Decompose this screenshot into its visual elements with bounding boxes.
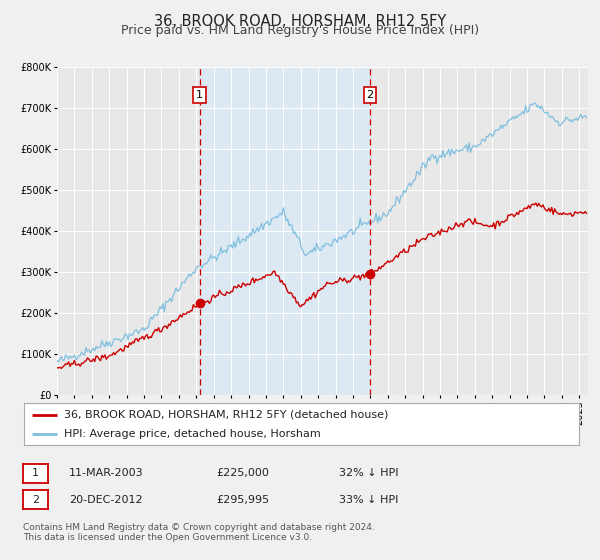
Text: 1: 1 (196, 90, 203, 100)
Text: Contains HM Land Registry data © Crown copyright and database right 2024.: Contains HM Land Registry data © Crown c… (23, 523, 374, 532)
Text: 1: 1 (32, 468, 39, 478)
Text: Price paid vs. HM Land Registry's House Price Index (HPI): Price paid vs. HM Land Registry's House … (121, 24, 479, 36)
Text: £295,995: £295,995 (216, 494, 269, 505)
Text: 33% ↓ HPI: 33% ↓ HPI (339, 494, 398, 505)
Bar (200, 67, 370, 395)
Text: 20-DEC-2012: 20-DEC-2012 (69, 494, 143, 505)
Text: 11-MAR-2003: 11-MAR-2003 (69, 468, 143, 478)
Text: 2: 2 (32, 494, 39, 505)
Text: 36, BROOK ROAD, HORSHAM, RH12 5FY: 36, BROOK ROAD, HORSHAM, RH12 5FY (154, 14, 446, 29)
Text: HPI: Average price, detached house, Horsham: HPI: Average price, detached house, Hors… (64, 429, 321, 439)
Text: 36, BROOK ROAD, HORSHAM, RH12 5FY (detached house): 36, BROOK ROAD, HORSHAM, RH12 5FY (detac… (64, 409, 388, 419)
Text: £225,000: £225,000 (216, 468, 269, 478)
Text: 2: 2 (366, 90, 373, 100)
Text: This data is licensed under the Open Government Licence v3.0.: This data is licensed under the Open Gov… (23, 533, 312, 542)
Text: 32% ↓ HPI: 32% ↓ HPI (339, 468, 398, 478)
